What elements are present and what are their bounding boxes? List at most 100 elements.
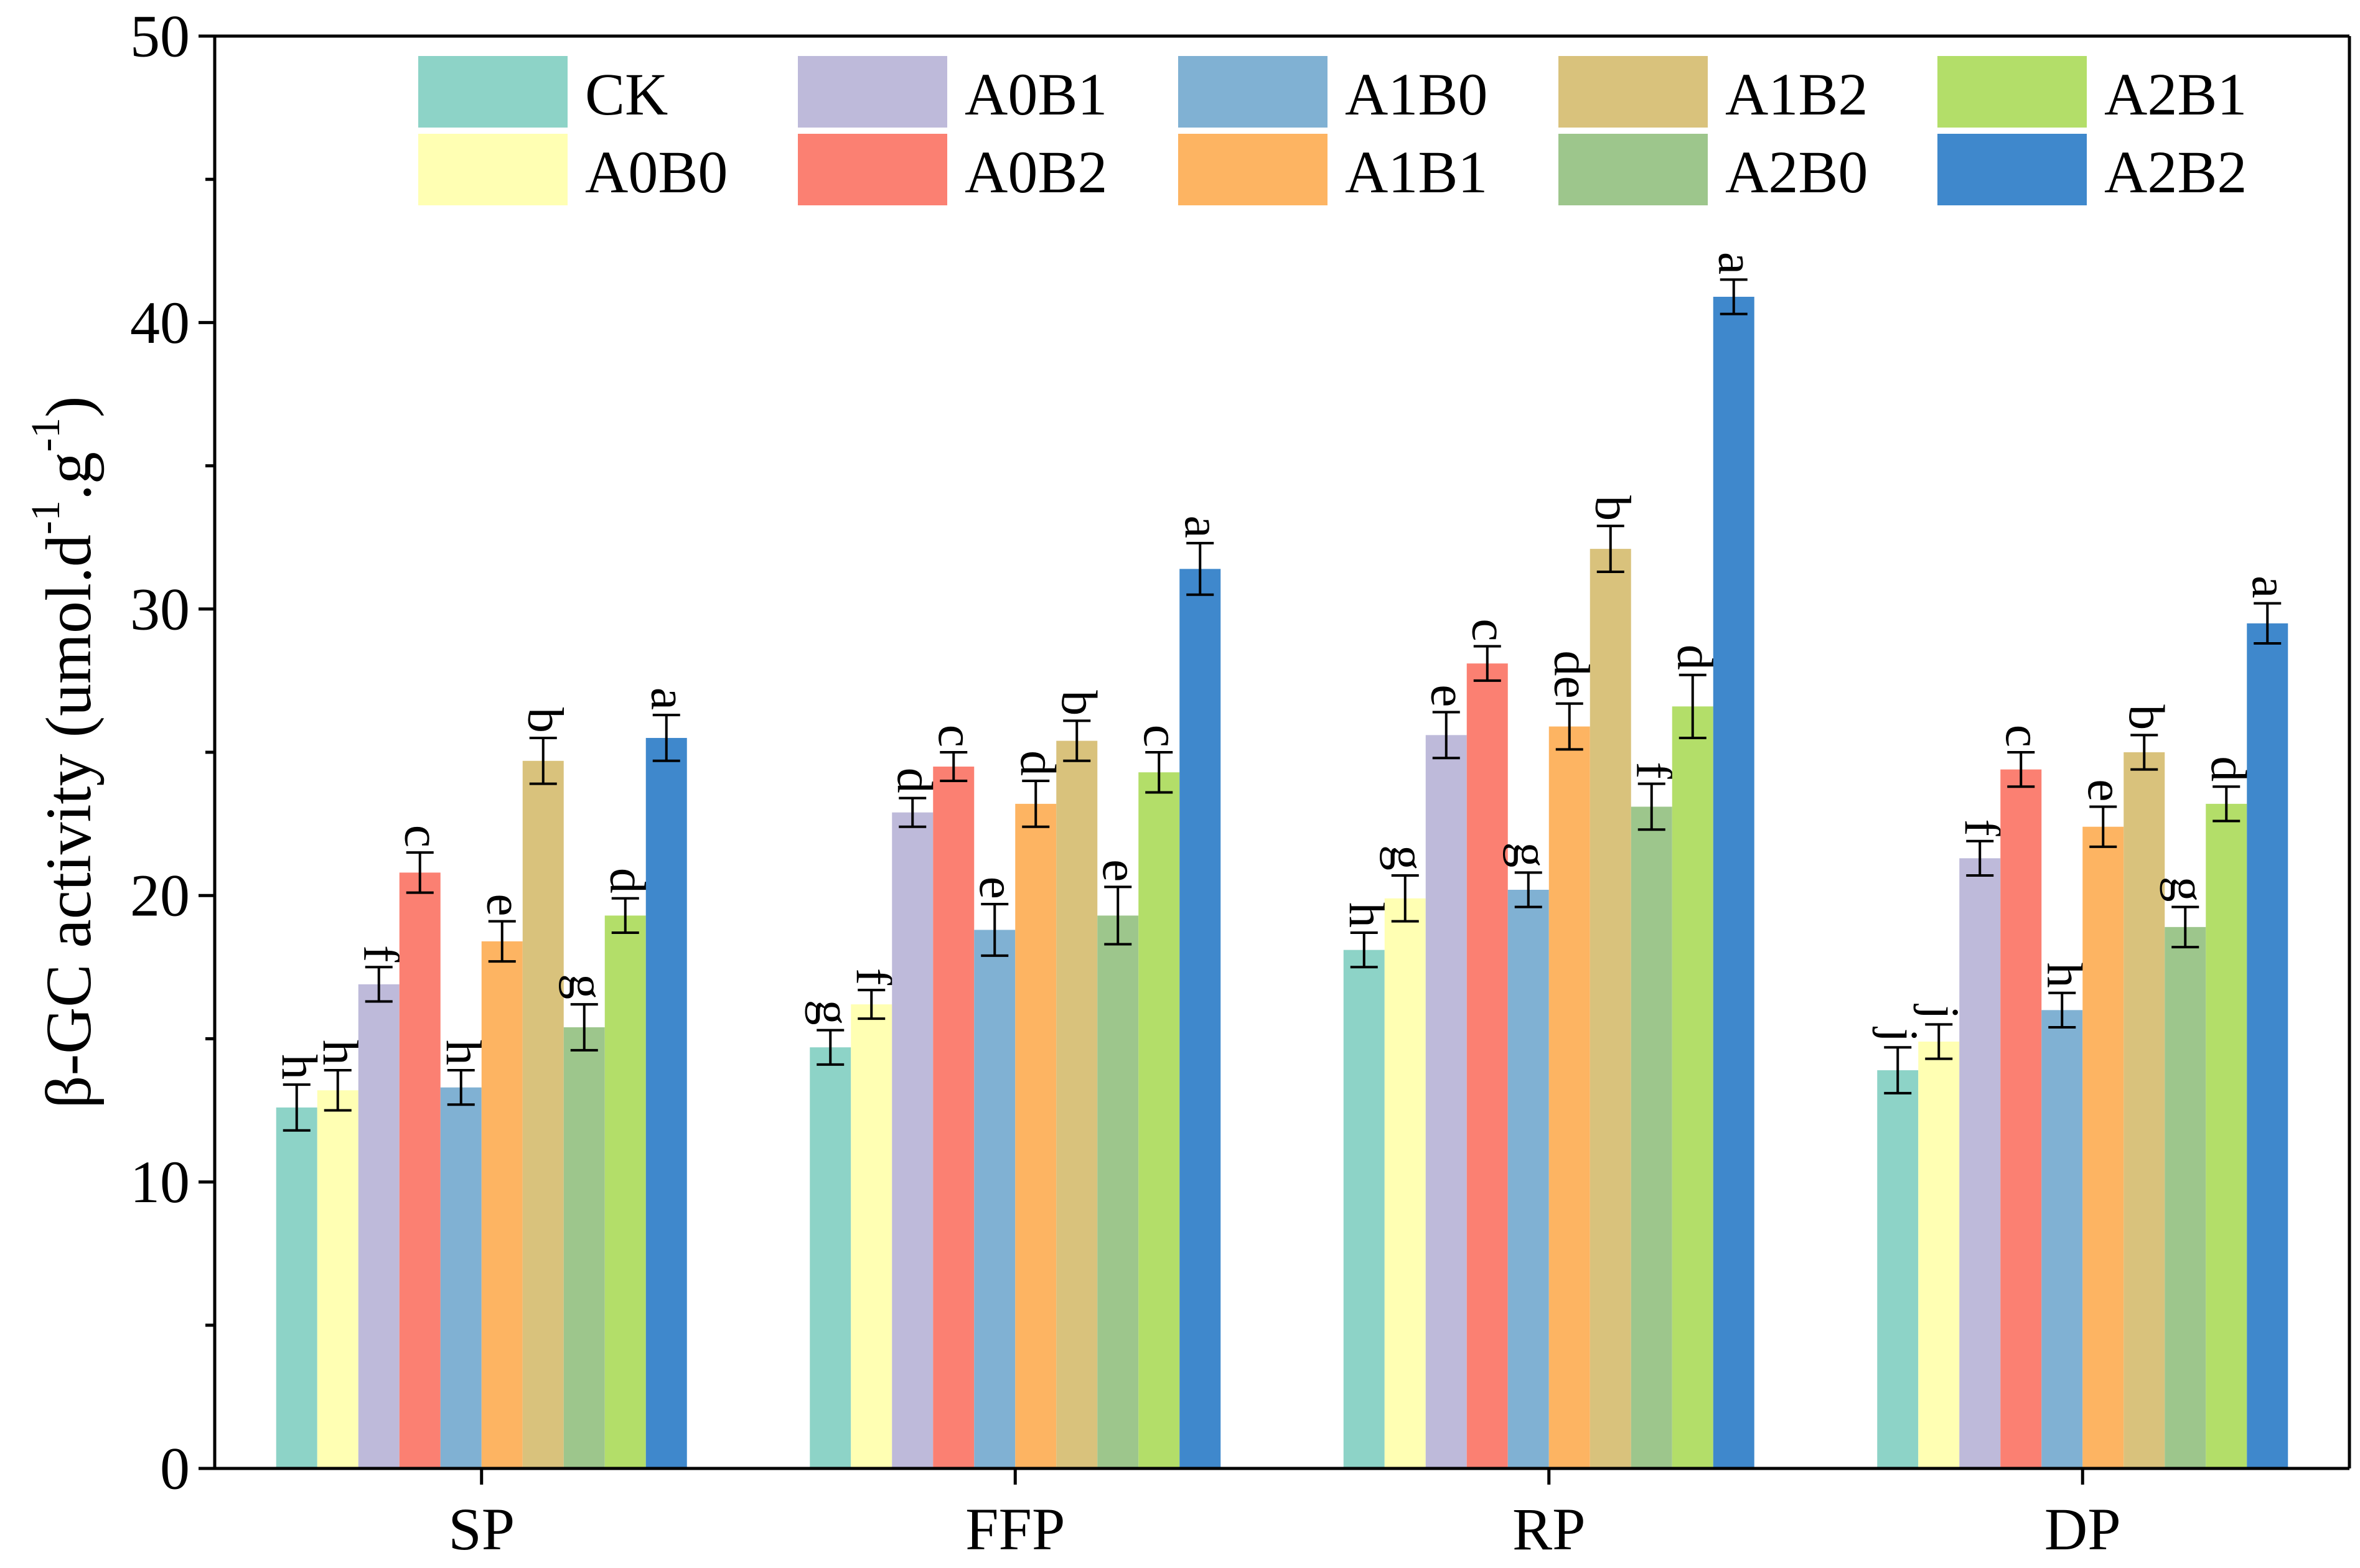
bar-ffp-a0b1 — [892, 812, 934, 1468]
y-tick-label-30: 30 — [130, 576, 190, 642]
significance-label-dp-ck: j — [1872, 1026, 1929, 1042]
bar-dp-a0b1 — [1959, 858, 2001, 1468]
significance-label-ffp-a1b2: b — [1051, 690, 1108, 716]
legend-item-a1b2: A1B2 — [1558, 56, 1868, 128]
error-bar-sp-a2b2 — [652, 714, 680, 762]
error-bar-dp-a1b1 — [2089, 805, 2117, 848]
error-bar-rp-ck — [1350, 931, 1378, 969]
legend-item-ck: CK — [418, 56, 668, 128]
error-bar-rp-a1b1 — [1555, 702, 1583, 751]
legend-swatch-a0b2 — [798, 134, 947, 205]
bar-ffp-a2b0 — [1097, 915, 1139, 1468]
bar-dp-a1b2 — [2124, 752, 2165, 1468]
bar-dp-a1b0 — [2041, 1010, 2083, 1468]
bar-rp-a2b1 — [1672, 706, 1713, 1468]
bar-sp-a1b1 — [481, 941, 523, 1468]
bar-dp-a0b0 — [1918, 1042, 1960, 1468]
x-category-label-sp: SP — [448, 1496, 515, 1562]
bar-ffp-a1b1 — [1015, 803, 1057, 1468]
legend-label-a1b1: A1B1 — [1345, 139, 1487, 205]
significance-label-rp-a1b2: b — [1585, 495, 1641, 521]
bar-ffp-a2b1 — [1138, 772, 1180, 1468]
bar-rp-a1b0 — [1507, 889, 1549, 1468]
legend-item-a2b2: A2B2 — [1937, 134, 2247, 205]
significance-label-rp-a0b2: c — [1461, 618, 1518, 641]
error-bar-ffp-a1b0 — [981, 903, 1009, 957]
bar-ffp-a1b0 — [974, 930, 1016, 1468]
y-axis-title-suffix: ) — [33, 396, 105, 418]
significance-label-dp-a2b2: a — [2242, 576, 2298, 598]
legend-label-a0b0: A0B0 — [585, 139, 728, 205]
legend-label-a0b2: A0B2 — [965, 139, 1107, 205]
error-bar-ffp-a2b1 — [1145, 751, 1173, 794]
bars-group: hhfchebgdagfdcedbecahgecgdebfdajjfchebgd… — [271, 252, 2298, 1469]
bar-ffp-ck — [810, 1047, 851, 1468]
error-bar-sp-a1b0 — [447, 1069, 475, 1106]
x-category-label-rp: RP — [1512, 1496, 1585, 1562]
y-tick-label-50: 50 — [130, 3, 190, 70]
bar-rp-a0b1 — [1425, 735, 1467, 1468]
error-bar-ffp-a1b2 — [1063, 719, 1091, 762]
bar-ffp-a0b2 — [933, 767, 975, 1468]
bar-dp-a1b1 — [2082, 826, 2124, 1468]
error-bar-sp-a1b1 — [488, 920, 516, 963]
error-bar-sp-a2b0 — [570, 1003, 598, 1052]
error-bar-ffp-a0b0 — [858, 989, 886, 1020]
legend-label-a0b1: A0B1 — [965, 61, 1107, 128]
bar-sp-a2b1 — [604, 915, 646, 1468]
error-bar-sp-a0b2 — [406, 851, 434, 894]
bar-rp-a2b0 — [1631, 806, 1672, 1468]
significance-label-rp-a2b2: a — [1708, 252, 1764, 274]
legend-swatch-a0b1 — [798, 56, 947, 128]
x-category-label-ffp: FFP — [965, 1496, 1065, 1562]
bar-dp-a2b1 — [2206, 803, 2247, 1468]
legend-label-ck: CK — [585, 61, 668, 128]
bar-sp-a2b2 — [645, 737, 687, 1468]
bar-dp-a0b2 — [2000, 769, 2042, 1468]
bar-rp-a0b0 — [1384, 898, 1426, 1468]
legend-item-a2b0: A2B0 — [1558, 134, 1868, 205]
x-category-label-dp: DP — [2044, 1496, 2121, 1562]
bar-sp-ck — [276, 1107, 317, 1468]
legend-item-a2b1: A2B1 — [1937, 56, 2247, 128]
bar-rp-ck — [1343, 950, 1385, 1468]
error-bar-rp-a1b0 — [1514, 871, 1542, 908]
legend-label-a2b2: A2B2 — [2104, 139, 2247, 205]
error-bar-rp-a2b1 — [1679, 673, 1707, 739]
y-ticks — [199, 34, 215, 1470]
error-bar-rp-a0b2 — [1473, 645, 1501, 682]
y-axis-title: β-GC activity (umol.d-1.g-1) — [23, 396, 105, 1109]
legend-item-a0b2: A0B2 — [798, 134, 1107, 205]
bar-dp-a2b0 — [2165, 926, 2206, 1468]
error-bar-ffp-a1b1 — [1022, 780, 1050, 828]
error-bar-rp-a0b0 — [1391, 874, 1419, 923]
bar-sp-a1b2 — [522, 760, 564, 1468]
significance-label-ffp-a0b2: c — [928, 725, 985, 747]
legend: CK A0B0 A0B1 A0B2 A1B0 A1B1 A1B2 A2B0 A2B1 A2B2 — [418, 56, 2247, 205]
legend-label-a1b0: A1B0 — [1345, 61, 1487, 128]
bar-ffp-a0b0 — [851, 1004, 892, 1468]
significance-label-sp-a0b2: c — [394, 825, 451, 847]
significance-label-sp-ck: h — [271, 1054, 327, 1080]
error-bar-rp-a2b2 — [1720, 278, 1748, 315]
error-bar-dp-a0b2 — [2007, 751, 2035, 788]
legend-swatch-a1b1 — [1178, 134, 1328, 205]
y-axis-title-middle: .g — [33, 452, 105, 500]
bar-dp-ck — [1877, 1070, 1919, 1468]
legend-swatch-a1b0 — [1178, 56, 1328, 128]
y-tick-label-10: 10 — [130, 1149, 190, 1215]
significance-label-dp-a0b2: c — [1995, 725, 2052, 747]
bar-sp-a1b0 — [440, 1087, 482, 1468]
y-tick-label-40: 40 — [130, 289, 190, 356]
legend-label-a2b1: A2B1 — [2104, 61, 2247, 128]
error-bar-ffp-a0b1 — [899, 796, 927, 828]
legend-label-a1b2: A1B2 — [1725, 61, 1868, 128]
y-axis-title-sup2: -1 — [23, 418, 68, 452]
bar-rp-a1b1 — [1548, 726, 1590, 1468]
legend-swatch-a1b2 — [1558, 56, 1708, 128]
error-bar-sp-a0b0 — [324, 1069, 352, 1112]
significance-label-ffp-a2b2: a — [1174, 516, 1231, 538]
legend-item-a1b0: A1B0 — [1178, 56, 1487, 128]
